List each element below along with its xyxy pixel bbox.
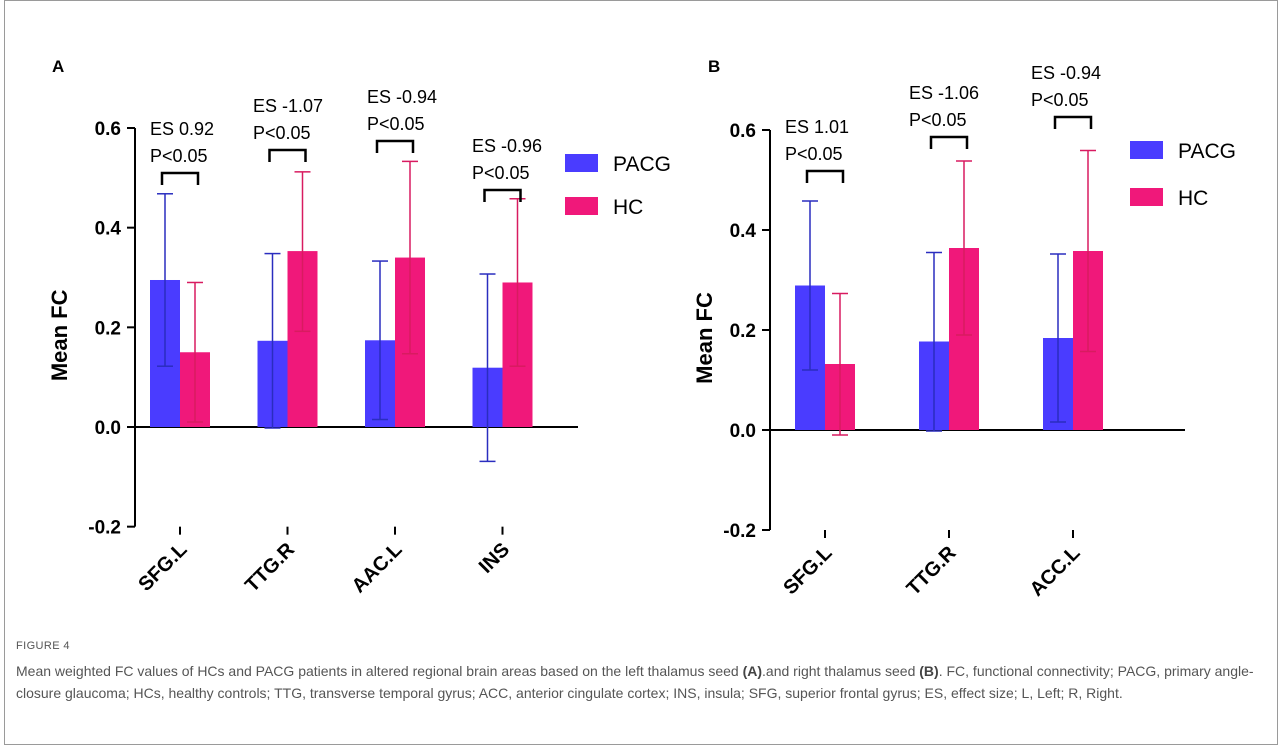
- effect-size-label: ES 1.01: [785, 117, 849, 137]
- significance-bracket: [929, 135, 969, 149]
- y-tick-label: 0.2: [730, 321, 756, 342]
- legend-swatch-pacg: [1130, 141, 1163, 159]
- category-label: SFG.L: [779, 542, 836, 599]
- y-tick-label: 0.0: [730, 421, 756, 442]
- y-tick-label: 0.6: [95, 119, 121, 140]
- legend-swatch-hc: [1130, 188, 1163, 206]
- significance-bracket: [268, 148, 307, 162]
- effect-size-label: ES -0.96: [472, 136, 542, 156]
- legend-swatch-hc: [565, 197, 598, 215]
- significance-bracket: [160, 171, 200, 185]
- p-value-label: P<0.05: [253, 123, 311, 143]
- effect-size-label: ES 0.92: [150, 119, 214, 139]
- caption-part-3: . FC, functional connectivity; PACG, pri…: [16, 663, 1254, 701]
- panel-label: B: [708, 57, 720, 76]
- y-tick-label: 0.4: [730, 221, 757, 242]
- category-label: INS: [475, 539, 514, 578]
- chart-panel-a: A Mean FC -0.2 0.0 0.2 0.4 0.6 SFG.L ES 0.92 P<0.…: [47, 57, 671, 597]
- significance-bracket: [1053, 115, 1093, 129]
- y-tick-label: 0.0: [95, 418, 121, 439]
- p-value-label: P<0.05: [150, 146, 208, 166]
- legend-label-hc: HC: [1178, 187, 1208, 210]
- p-value-label: P<0.05: [785, 144, 843, 164]
- significance-bracket: [375, 139, 415, 153]
- y-tick-label: -0.2: [88, 518, 121, 539]
- chart-panel-b: B Mean FC -0.2 0.0 0.2 0.4 0.6 SFG.L ES 1.01 P<0.…: [692, 57, 1236, 601]
- caption-ref-a: (A): [742, 663, 763, 679]
- figure-label: FIGURE 4: [16, 640, 70, 652]
- p-value-label: P<0.05: [472, 163, 530, 183]
- y-axis-label: Mean FC: [47, 289, 72, 381]
- panel-label: A: [52, 57, 64, 76]
- p-value-label: P<0.05: [1031, 90, 1089, 110]
- effect-size-label: ES -0.94: [367, 87, 437, 107]
- significance-bracket: [483, 188, 522, 202]
- category-label: ACC.L: [1026, 542, 1085, 601]
- y-tick-label: 0.2: [95, 318, 121, 339]
- category-label: AAC.L: [348, 539, 407, 598]
- y-axis-label: Mean FC: [692, 292, 717, 384]
- caption-ref-b: (B): [919, 663, 939, 679]
- figure-caption: Mean weighted FC values of HCs and PACG …: [16, 661, 1266, 704]
- y-tick-label: 0.4: [95, 219, 122, 240]
- legend-label-hc: HC: [613, 196, 643, 219]
- category-label: SFG.L: [134, 539, 191, 596]
- p-value-label: P<0.05: [909, 110, 967, 130]
- effect-size-label: ES -1.07: [253, 96, 323, 116]
- y-tick-label: -0.2: [723, 521, 756, 542]
- legend-label-pacg: PACG: [613, 153, 671, 176]
- significance-bracket: [805, 169, 845, 183]
- effect-size-label: ES -0.94: [1031, 63, 1101, 83]
- effect-size-label: ES -1.06: [909, 83, 979, 103]
- figure-chart: A Mean FC -0.2 0.0 0.2 0.4 0.6 SFG.L ES 0.92 P<0.…: [47, 57, 1236, 601]
- category-label: TTG.R: [903, 542, 961, 600]
- caption-part-2: .and right thalamus seed: [762, 663, 920, 679]
- p-value-label: P<0.05: [367, 114, 425, 134]
- y-tick-label: 0.6: [730, 121, 756, 142]
- category-label: TTG.R: [241, 538, 299, 596]
- legend-swatch-pacg: [565, 154, 598, 172]
- legend-label-pacg: PACG: [1178, 140, 1236, 163]
- caption-part-1: Mean weighted FC values of HCs and PACG …: [16, 663, 743, 679]
